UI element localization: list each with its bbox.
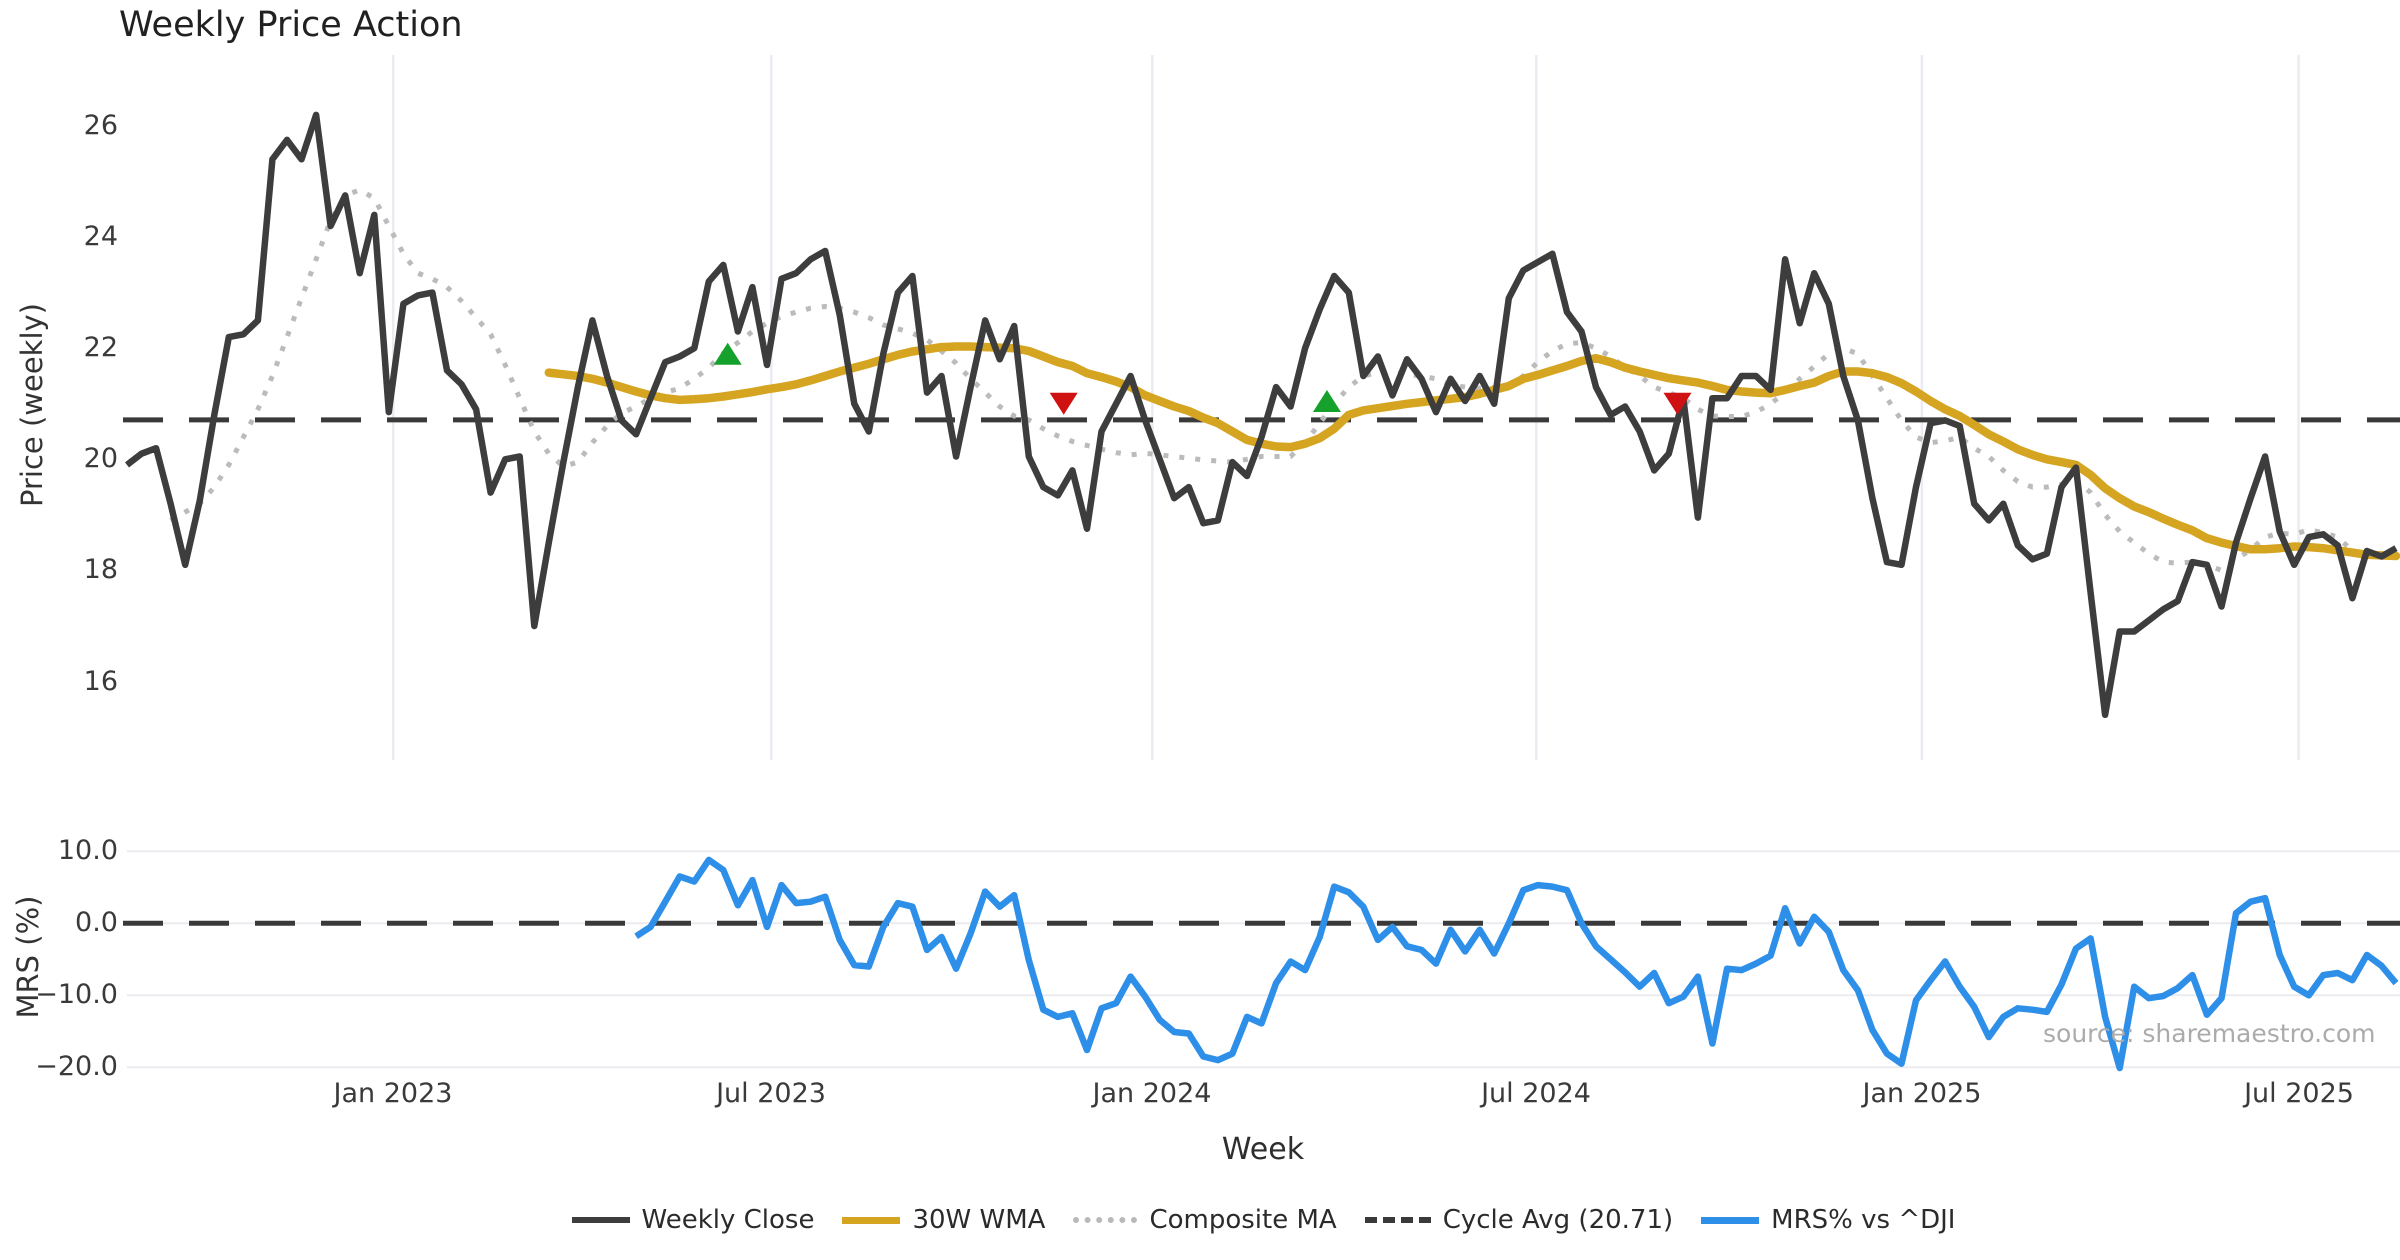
legend-item-composite-ma: Composite MA <box>1073 1205 1337 1235</box>
chart-legend: Weekly Close 30W WMA Composite MA Cycle … <box>127 1205 2400 1235</box>
price-ytick-label: 16 <box>83 665 118 697</box>
legend-label: Cycle Avg (20.71) <box>1442 1205 1674 1235</box>
sell-signal-triangle-icon <box>1049 392 1078 415</box>
mrs-line-swatch-icon <box>1701 1216 1760 1224</box>
wma-30w-line <box>544 342 2400 561</box>
composite-ma-swatch-icon <box>1073 1217 1138 1223</box>
price-ytick-label: 20 <box>83 443 118 475</box>
wma-line-swatch-icon <box>842 1216 901 1224</box>
price-ytick-label: 18 <box>83 554 118 586</box>
x-tick-label: Jan 2023 <box>333 1078 453 1109</box>
weekly-close-line <box>125 111 2398 719</box>
mrs-line <box>634 856 2399 1072</box>
legend-item-weekly-close: Weekly Close <box>571 1205 815 1235</box>
price-ytick-label: 26 <box>83 110 118 141</box>
mrs-ytick-label: −20.0 <box>35 1051 118 1083</box>
legend-label: 30W WMA <box>912 1205 1046 1235</box>
source-watermark: source: sharemaestro.com <box>2043 1019 2376 1048</box>
x-axis-label: Week <box>1221 1132 1305 1167</box>
legend-item-mrs: MRS% vs ^DJI <box>1701 1205 1955 1235</box>
legend-item-30w-wma: 30W WMA <box>842 1205 1045 1235</box>
mrs-ytick-label: 0.0 <box>75 907 118 939</box>
price-axis-label: Price (weekly) <box>15 303 49 508</box>
mrs-ytick-label: 10.0 <box>57 835 118 867</box>
legend-label: Weekly Close <box>641 1205 815 1235</box>
buy-signal-triangle-icon <box>713 342 742 365</box>
x-tick-label: Jan 2025 <box>1862 1078 1982 1109</box>
weekly-close-line-swatch-icon <box>571 1217 630 1223</box>
mrs-axis-label: MRS (%) <box>11 895 45 1019</box>
buy-signal-triangle-icon <box>1312 389 1341 412</box>
legend-item-cycle-avg: Cycle Avg (20.71) <box>1364 1205 1674 1235</box>
x-tick-label: Jul 2024 <box>1481 1078 1591 1109</box>
cycle-avg-swatch-icon <box>1364 1217 1431 1223</box>
chart-title: Weekly Price Action <box>119 5 463 45</box>
legend-label: Composite MA <box>1149 1205 1337 1235</box>
mrs-ytick-label: −10.0 <box>35 979 118 1011</box>
x-tick-label: Jul 2025 <box>2244 1078 2354 1109</box>
x-tick-label: Jan 2024 <box>1092 1078 1212 1109</box>
composite-ma-line <box>169 187 2397 573</box>
x-tick-label: Jul 2023 <box>716 1078 826 1109</box>
price-ytick-label: 24 <box>83 221 118 253</box>
price-ytick-label: 22 <box>83 332 118 364</box>
legend-label: MRS% vs ^DJI <box>1771 1205 1956 1235</box>
sell-signal-triangle-icon <box>1663 392 1692 415</box>
